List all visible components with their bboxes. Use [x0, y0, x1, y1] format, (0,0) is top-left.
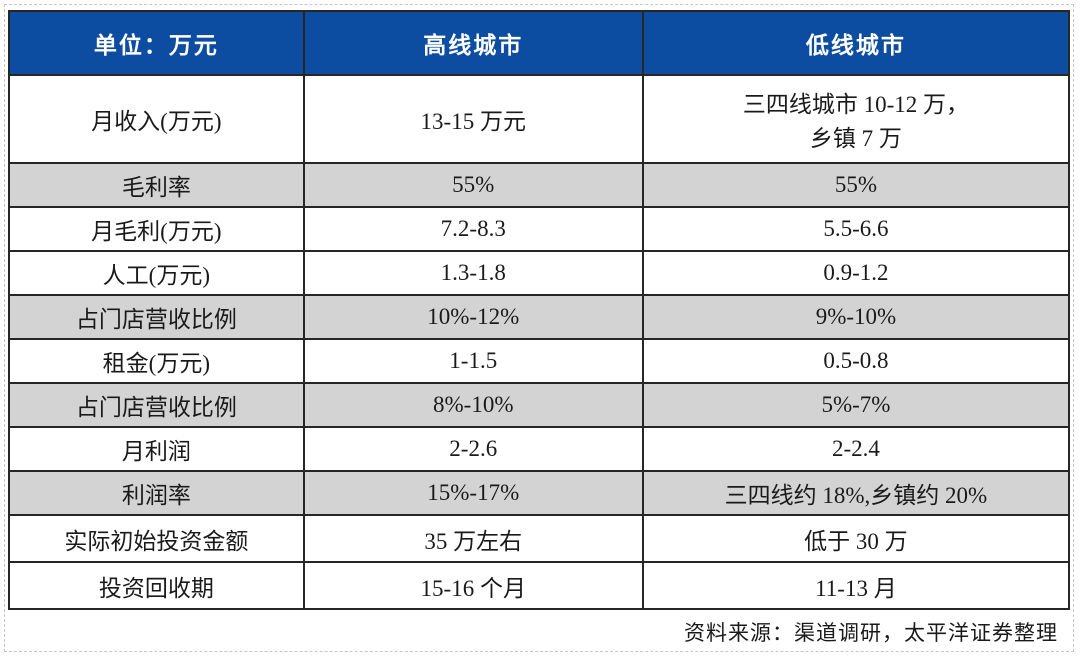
low-tier-value: 11-13 月 — [641, 561, 1071, 610]
table-row: 月收入(万元) 13-15 万元 三四线城市 10-12 万， 乡镇 7 万 — [8, 74, 1071, 164]
data-source-note: 资料来源：渠道调研，太平洋证券整理 — [684, 621, 1058, 645]
row-label: 月利润 — [8, 426, 305, 472]
low-tier-value: 5.5-6.6 — [641, 206, 1071, 252]
low-tier-value: 9%-10% — [641, 294, 1071, 340]
low-tier-value: 三四线城市 10-12 万， 乡镇 7 万 — [641, 74, 1071, 164]
high-tier-value: 35 万左右 — [302, 514, 644, 563]
row-label: 实际初始投资金额 — [8, 514, 305, 563]
high-tier-value: 10%-12% — [302, 294, 644, 340]
column-header-low-tier: 低线城市 — [641, 10, 1071, 76]
column-header-high-tier: 高线城市 — [302, 10, 644, 76]
row-label: 租金(万元) — [8, 338, 305, 384]
row-label: 月毛利(万元) — [8, 206, 305, 252]
table-row: 投资回收期 15-16 个月 11-13 月 — [8, 561, 1071, 610]
high-tier-value: 8%-10% — [302, 382, 644, 428]
low-tier-value: 2-2.4 — [641, 426, 1071, 472]
table-row: 租金(万元) 1-1.5 0.5-0.8 — [8, 338, 1071, 384]
table-row: 毛利率 55% 55% — [8, 162, 1071, 208]
table-row: 月毛利(万元) 7.2-8.3 5.5-6.6 — [8, 206, 1071, 252]
high-tier-value: 7.2-8.3 — [302, 206, 644, 252]
column-header-unit: 单位：万元 — [8, 10, 305, 76]
low-tier-value: 5%-7% — [641, 382, 1071, 428]
row-label: 利润率 — [8, 470, 305, 516]
high-tier-value: 2-2.6 — [302, 426, 644, 472]
high-tier-value: 55% — [302, 162, 644, 208]
low-tier-value: 0.5-0.8 — [641, 338, 1071, 384]
high-tier-value: 1-1.5 — [302, 338, 644, 384]
row-label: 人工(万元) — [8, 250, 305, 296]
high-tier-value: 13-15 万元 — [302, 74, 644, 164]
low-tier-value: 低于 30 万 — [641, 514, 1071, 563]
low-tier-value: 55% — [641, 162, 1071, 208]
table-row: 占门店营收比例 8%-10% 5%-7% — [8, 382, 1071, 428]
low-tier-value: 0.9-1.2 — [641, 250, 1071, 296]
row-label: 月收入(万元) — [8, 74, 305, 164]
low-tier-value: 三四线约 18%,乡镇约 20% — [641, 470, 1071, 516]
table-row: 月利润 2-2.6 2-2.4 — [8, 426, 1071, 472]
table-row: 利润率 15%-17% 三四线约 18%,乡镇约 20% — [8, 470, 1071, 516]
row-label: 占门店营收比例 — [8, 382, 305, 428]
store-economics-table: 单位：万元 高线城市 低线城市 月收入(万元) 13-15 万元 三四线城市 1… — [8, 10, 1071, 610]
row-label: 占门店营收比例 — [8, 294, 305, 340]
row-label: 投资回收期 — [8, 561, 305, 610]
high-tier-value: 15-16 个月 — [302, 561, 644, 610]
table-row: 实际初始投资金额 35 万左右 低于 30 万 — [8, 514, 1071, 563]
table-row: 占门店营收比例 10%-12% 9%-10% — [8, 294, 1071, 340]
high-tier-value: 15%-17% — [302, 470, 644, 516]
table-row: 人工(万元) 1.3-1.8 0.9-1.2 — [8, 250, 1071, 296]
high-tier-value: 1.3-1.8 — [302, 250, 644, 296]
header-row: 单位：万元 高线城市 低线城市 — [8, 10, 1071, 76]
row-label: 毛利率 — [8, 162, 305, 208]
dashed-text-frame: 单位：万元 高线城市 低线城市 月收入(万元) 13-15 万元 三四线城市 1… — [4, 4, 1074, 652]
